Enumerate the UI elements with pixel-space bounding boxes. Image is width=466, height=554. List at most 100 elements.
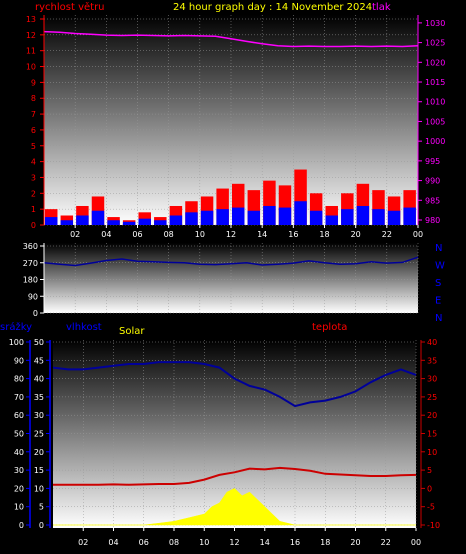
wind-tick-label: 0 bbox=[31, 221, 36, 230]
lower-x-tick-label: 10 bbox=[199, 538, 209, 547]
rain-tick-label: 30 bbox=[34, 411, 44, 420]
wind-avg-bar bbox=[263, 205, 276, 225]
temperature-tick-label: -10 bbox=[427, 521, 440, 530]
pressure-tick-label: 995 bbox=[425, 157, 440, 166]
wind-avg-bar bbox=[356, 205, 370, 225]
wind-avg-bar bbox=[387, 210, 401, 225]
rain-label: srážky bbox=[0, 321, 32, 333]
humidity-label: vlhkost bbox=[66, 322, 102, 333]
wind-x-tick-label: 02 bbox=[70, 230, 80, 239]
wind-tick-label: 12 bbox=[26, 31, 36, 40]
pressure-tick-label: 990 bbox=[425, 177, 440, 186]
pressure-tick-label: 1020 bbox=[425, 58, 445, 67]
lower-x-tick-label: 12 bbox=[229, 538, 239, 547]
pressure-tick-label: 1000 bbox=[425, 137, 445, 146]
humidity-tick-label: 80 bbox=[14, 375, 24, 384]
pressure-line bbox=[43, 30, 419, 48]
rain-tick-label: 35 bbox=[34, 393, 44, 402]
direction-tick-label: 180 bbox=[23, 276, 38, 285]
rain-tick-label: 40 bbox=[34, 375, 44, 384]
wind-avg-bar bbox=[107, 220, 120, 225]
wind-tick-label: 9 bbox=[31, 78, 36, 87]
wind-x-tick-label: 04 bbox=[101, 230, 111, 239]
data-series bbox=[43, 30, 419, 526]
direction-tick-label: 90 bbox=[28, 292, 38, 301]
humidity-tick-label: 70 bbox=[14, 393, 24, 402]
wind-avg-bar bbox=[138, 218, 151, 225]
wind-tick-label: 7 bbox=[31, 110, 36, 119]
wind-avg-bar bbox=[216, 209, 229, 225]
wind-tick-label: 1 bbox=[31, 205, 36, 214]
wind-avg-bar bbox=[294, 201, 307, 225]
temperature-line bbox=[53, 466, 417, 486]
humidity-tick-label: 90 bbox=[14, 356, 24, 365]
wind-avg-bar bbox=[325, 215, 338, 225]
temperature-label: teplota bbox=[312, 322, 347, 333]
pressure-tick-label: 1010 bbox=[425, 98, 445, 107]
humidity-tick-label: 100 bbox=[9, 338, 24, 347]
wind-avg-bar bbox=[309, 210, 323, 225]
rain-tick-label: 45 bbox=[34, 356, 44, 365]
compass-label: N bbox=[435, 243, 442, 254]
humidity-tick-label: 50 bbox=[14, 430, 24, 439]
chart-title: 24 hour graph day : 14 November 2024 bbox=[173, 2, 372, 13]
temperature-tick-label: 5 bbox=[427, 466, 432, 475]
rain-tick-label: 50 bbox=[34, 338, 44, 347]
rain-tick-label: 20 bbox=[34, 448, 44, 457]
lower-x-tick-label: 18 bbox=[320, 538, 330, 547]
wind-speed-label: rychlost větru bbox=[35, 1, 105, 13]
temperature-tick-label: 15 bbox=[427, 430, 437, 439]
lower-x-tick-label: 08 bbox=[169, 538, 179, 547]
wind-x-tick-label: 20 bbox=[351, 230, 361, 239]
wind-x-tick-label: 06 bbox=[132, 230, 142, 239]
wind-avg-bar bbox=[372, 209, 385, 225]
wind-x-tick-label: 12 bbox=[226, 230, 236, 239]
rain-tick-label: 10 bbox=[34, 484, 44, 493]
temperature-tick-label: 30 bbox=[427, 375, 437, 384]
wind-tick-label: 5 bbox=[31, 142, 36, 151]
direction-tick-label: 270 bbox=[23, 259, 38, 268]
wind-tick-label: 11 bbox=[26, 47, 36, 56]
wind-avg-bar bbox=[60, 220, 74, 225]
wind-avg-bar bbox=[45, 217, 58, 225]
wind-x-tick-label: 08 bbox=[164, 230, 174, 239]
wind-avg-bar bbox=[169, 215, 183, 225]
direction-panel-background bbox=[44, 243, 418, 313]
pressure-tick-label: 980 bbox=[425, 216, 440, 225]
temperature-tick-label: 35 bbox=[427, 356, 437, 365]
lower-x-tick-label: 04 bbox=[108, 538, 118, 547]
axes: 0123456789101112139809859909951000100510… bbox=[9, 15, 445, 547]
wind-x-tick-label: 14 bbox=[257, 230, 267, 239]
solar-area bbox=[53, 488, 416, 526]
lower-x-tick-label: 06 bbox=[139, 538, 149, 547]
wind-tick-label: 10 bbox=[26, 63, 36, 72]
humidity-tick-label: 40 bbox=[14, 448, 24, 457]
pressure-tick-label: 1030 bbox=[425, 19, 445, 28]
wind-avg-bar bbox=[185, 212, 198, 225]
humidity-line bbox=[52, 361, 417, 408]
compass-label: N bbox=[435, 313, 442, 324]
wind-tick-label: 2 bbox=[31, 189, 36, 198]
temperature-tick-label: 0 bbox=[427, 484, 432, 493]
wind-avg-bar bbox=[278, 207, 292, 225]
pressure-tick-label: 1015 bbox=[425, 78, 445, 87]
humidity-tick-label: 0 bbox=[19, 521, 24, 530]
wind-x-tick-label: 10 bbox=[195, 230, 205, 239]
wind-x-tick-label: 18 bbox=[319, 230, 329, 239]
pressure-label: tlak bbox=[372, 2, 391, 13]
wind-x-tick-label: 22 bbox=[382, 230, 392, 239]
wind-tick-label: 13 bbox=[26, 15, 36, 24]
humidity-tick-label: 20 bbox=[14, 484, 24, 493]
lower-x-tick-label: 14 bbox=[260, 538, 270, 547]
lower-x-tick-label: 02 bbox=[78, 538, 88, 547]
wind-avg-bar bbox=[91, 210, 105, 225]
compass-label: S bbox=[435, 278, 441, 289]
compass-label: E bbox=[435, 296, 441, 307]
wind-avg-bar bbox=[232, 207, 245, 225]
rain-tick-label: 5 bbox=[39, 503, 44, 512]
wind-avg-bar bbox=[122, 221, 136, 225]
temperature-tick-label: 25 bbox=[427, 393, 437, 402]
rain-tick-label: 0 bbox=[39, 521, 44, 530]
